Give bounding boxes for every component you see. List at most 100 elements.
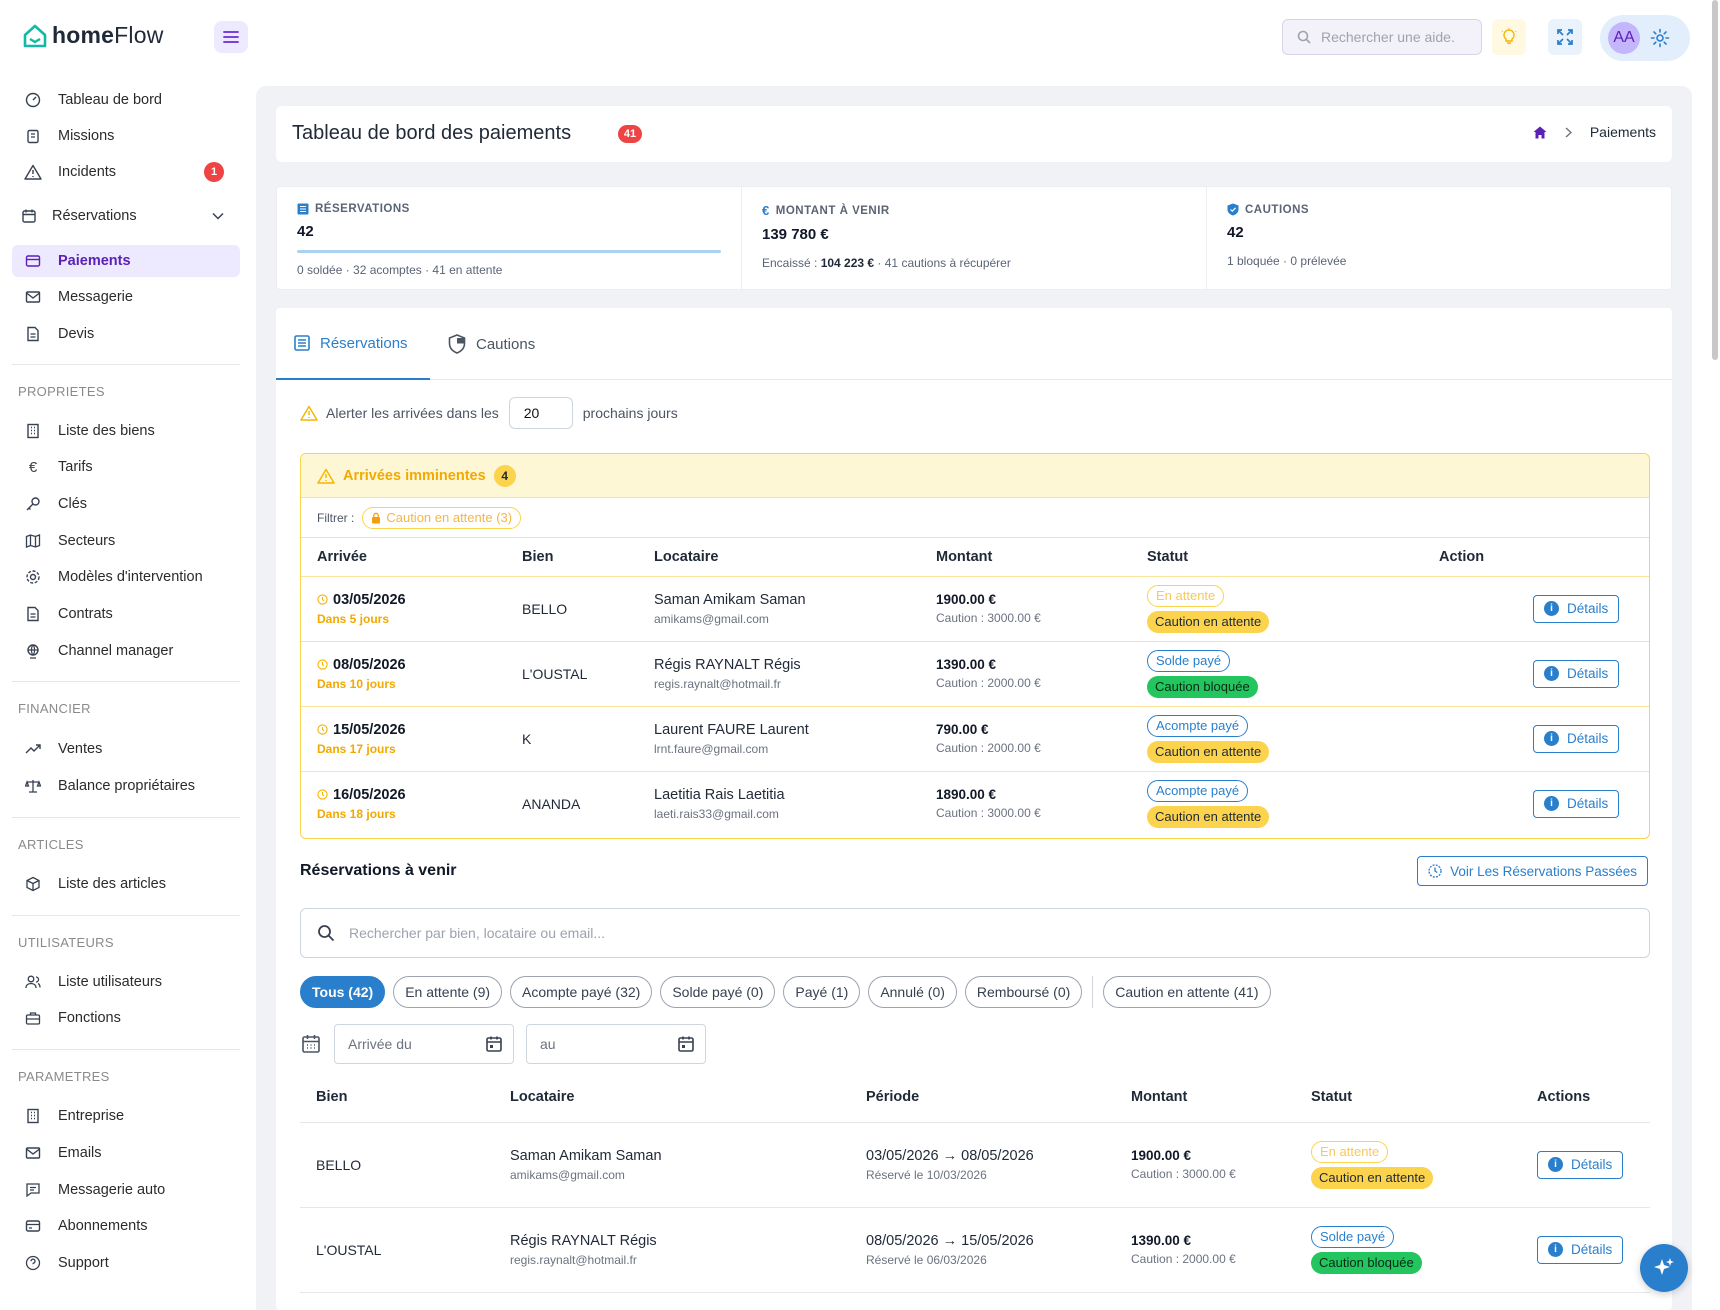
tenant-email: regis.raynalt@hotmail.fr xyxy=(510,1252,637,1267)
sidebar-item-label: Channel manager xyxy=(58,643,174,659)
deposit-amount: Caution : 3000.00 € xyxy=(936,611,1041,625)
table-row: 15/05/2026 Dans 17 jours K Laurent FAURE… xyxy=(301,706,1649,772)
sidebar-item-paiements[interactable]: Paiements xyxy=(12,245,240,277)
arrival-to-input[interactable]: au xyxy=(526,1024,706,1064)
details-label: Détails xyxy=(1571,1157,1613,1172)
filter-chip-caution-attente[interactable]: Caution en attente (3) xyxy=(362,506,522,529)
scrollbar[interactable] xyxy=(1712,0,1718,360)
sidebar-item-support[interactable]: Support xyxy=(12,1247,240,1279)
info-icon: i xyxy=(1544,731,1559,746)
tenant-email: amikams@gmail.com xyxy=(510,1167,625,1182)
sidebar-item-liste-biens[interactable]: Liste des biens xyxy=(12,415,240,447)
sidebar-item-messagerie[interactable]: Messagerie xyxy=(12,281,240,313)
chip-caution-attente[interactable]: Caution en attente (41) xyxy=(1103,976,1271,1008)
sidebar-item-channel-manager[interactable]: Channel manager xyxy=(12,635,240,667)
info-icon: i xyxy=(1548,1242,1563,1257)
theme-toggle-button[interactable] xyxy=(1492,19,1526,55)
sidebar-item-abonnements[interactable]: Abonnements xyxy=(12,1210,240,1242)
deposit-status-badge: Caution bloquée xyxy=(1311,1251,1422,1274)
menu-toggle-button[interactable] xyxy=(214,21,248,53)
amount: 1890.00 € xyxy=(936,787,997,803)
tab-reservations[interactable]: Réservations xyxy=(276,308,430,380)
sidebar-item-label: Liste des biens xyxy=(58,423,155,439)
sidebar-item-label: Liste utilisateurs xyxy=(58,974,162,990)
sidebar-item-label: Messagerie xyxy=(58,289,133,305)
fullscreen-button[interactable] xyxy=(1548,19,1582,55)
alert-days-input[interactable]: 20 xyxy=(508,397,573,429)
tab-cautions[interactable]: Cautions xyxy=(430,308,553,380)
sidebar-item-liste-articles[interactable]: Liste des articles xyxy=(12,868,240,900)
tab-bar: Réservations Cautions xyxy=(276,308,1672,380)
table-row: 03/05/2026 Dans 5 jours BELLO Saman Amik… xyxy=(301,576,1649,642)
amount-cell: 1390.00 € Caution : 2000.00 € xyxy=(1115,1207,1295,1293)
arrival-date-text: 16/05/2026 xyxy=(333,786,406,803)
upcoming-section-title: Réservations à venir xyxy=(300,862,457,879)
arrival-date-text: 03/05/2026 xyxy=(333,591,406,608)
status-cell: En attente Caution en attente xyxy=(1295,1122,1521,1208)
details-button[interactable]: i Détails xyxy=(1533,724,1620,753)
stat-subtext: Encaissé : 104 223 € · 41 cautions à réc… xyxy=(762,256,1186,270)
details-button[interactable]: i Détails xyxy=(1533,594,1620,623)
sidebar-item-label: Fonctions xyxy=(58,1010,121,1026)
details-button[interactable]: i Détails xyxy=(1533,789,1620,818)
sidebar-item-label: Tableau de bord xyxy=(58,92,162,108)
help-search-placeholder: Rechercher une aide. xyxy=(1321,29,1455,45)
table-row: 16/05/2026 Dans 18 jours ANANDA Laetitia… xyxy=(301,771,1649,836)
ai-assistant-button[interactable] xyxy=(1640,1244,1688,1292)
sidebar-item-cles[interactable]: Clés xyxy=(12,488,240,520)
sidebar-item-ventes[interactable]: Ventes xyxy=(12,733,240,765)
history-icon xyxy=(1428,864,1442,878)
stat-progress-bar xyxy=(297,250,721,253)
details-button[interactable]: i Détails xyxy=(1537,1235,1624,1264)
logo[interactable]: homeFlow xyxy=(22,22,164,49)
hamburger-icon xyxy=(223,31,239,43)
details-button[interactable]: i Détails xyxy=(1533,659,1620,688)
sidebar-item-balance[interactable]: Balance propriétaires xyxy=(12,770,240,802)
search-icon xyxy=(318,925,335,942)
sidebar-item-emails[interactable]: Emails xyxy=(12,1137,240,1169)
arrival-date: 15/05/2026 xyxy=(317,722,506,738)
imminent-arrivals-title: Arrivées imminentes xyxy=(343,467,486,484)
user-menu[interactable]: AA xyxy=(1600,15,1690,61)
tenant-cell: Régis RAYNALT Régis regis.raynalt@hotmail… xyxy=(494,1207,850,1293)
sidebar-item-reservations[interactable]: Réservations xyxy=(12,200,240,232)
arrival-from-input[interactable]: Arrivée du xyxy=(334,1024,514,1064)
arrival-date: 16/05/2026 xyxy=(317,787,506,803)
chip-en-attente[interactable]: En attente (9) xyxy=(393,976,503,1008)
sidebar-item-incidents[interactable]: Incidents 1 xyxy=(12,156,240,188)
chip-paye[interactable]: Payé (1) xyxy=(783,976,861,1008)
sidebar-section-title: PROPRIETES xyxy=(18,384,105,399)
home-icon[interactable] xyxy=(1533,126,1547,139)
past-reservations-button[interactable]: Voir Les Réservations Passées xyxy=(1417,856,1648,886)
chip-solde-paye[interactable]: Solde payé (0) xyxy=(660,976,776,1008)
sidebar-item-liste-utilisateurs[interactable]: Liste utilisateurs xyxy=(12,966,240,998)
breadcrumb-current: Paiements xyxy=(1589,124,1656,140)
reservation-search-input[interactable]: Rechercher par bien, locataire ou email.… xyxy=(300,908,1650,958)
sidebar-item-secteurs[interactable]: Secteurs xyxy=(12,525,240,557)
sidebar-item-devis[interactable]: Devis xyxy=(12,318,240,350)
mail-icon xyxy=(24,1144,42,1162)
sidebar-item-missions[interactable]: Missions xyxy=(12,120,240,152)
stat-sub-amount: 104 223 € xyxy=(820,256,875,270)
past-reservations-label: Voir Les Réservations Passées xyxy=(1450,863,1637,879)
sidebar-item-dashboard[interactable]: Tableau de bord xyxy=(12,84,240,116)
chip-acompte-paye[interactable]: Acompte payé (32) xyxy=(510,976,653,1008)
chip-tous[interactable]: Tous (42) xyxy=(300,976,386,1008)
tenant-name: Saman Amikam Saman xyxy=(654,591,806,608)
sidebar-item-messagerie-auto[interactable]: Messagerie auto xyxy=(12,1174,240,1206)
stats-panel: RÉSERVATIONS 42 0 soldée · 32 acomptes ·… xyxy=(276,186,1672,291)
sidebar-item-tarifs[interactable]: € Tarifs xyxy=(12,451,240,483)
sidebar-item-fonctions[interactable]: Fonctions xyxy=(12,1002,240,1034)
imminent-arrivals-panel: Arrivées imminentes 4 Filtrer : Caution … xyxy=(300,453,1650,839)
avatar[interactable]: AA xyxy=(1608,22,1640,54)
sidebar-item-entreprise[interactable]: Entreprise xyxy=(12,1100,240,1132)
sidebar-item-contrats[interactable]: Contrats xyxy=(12,598,240,630)
arrival-countdown: Dans 17 jours xyxy=(317,741,396,756)
table-row: 08/05/2026 Dans 10 jours L'OUSTAL Régis … xyxy=(301,641,1649,707)
details-button[interactable]: i Détails xyxy=(1537,1150,1624,1179)
sidebar-item-modeles[interactable]: Modèles d'intervention xyxy=(12,561,240,593)
help-search-input[interactable]: Rechercher une aide. xyxy=(1282,19,1482,55)
chip-annule[interactable]: Annulé (0) xyxy=(868,976,957,1008)
chip-rembourse[interactable]: Remboursé (0) xyxy=(964,976,1083,1008)
gear-icon[interactable] xyxy=(1650,28,1670,48)
